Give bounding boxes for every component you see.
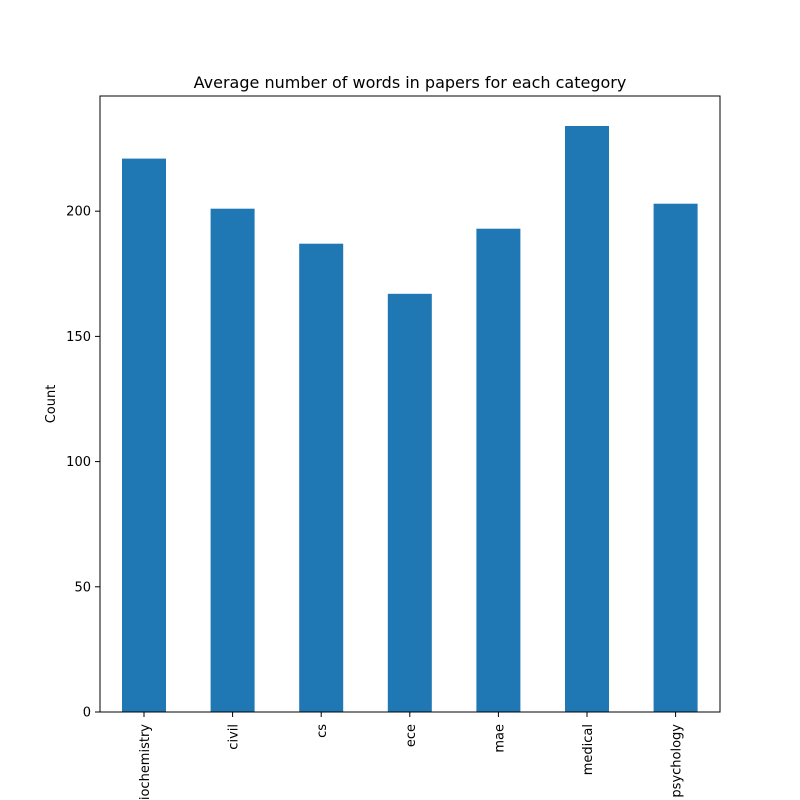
bar-mae bbox=[476, 228, 521, 712]
x-tick-label-medical: medical bbox=[581, 724, 596, 775]
bar-biochemistry bbox=[122, 158, 166, 713]
x-axis-ticks: biochemistry civil cs ece mae medical psycholo… bbox=[138, 712, 685, 800]
bar-psychology bbox=[653, 203, 698, 712]
x-tick-label-civil: civil bbox=[227, 724, 242, 750]
y-axis-label: Count bbox=[44, 385, 59, 424]
bar-cs bbox=[299, 243, 344, 712]
y-axis-ticks: 0 50 100 150 200 bbox=[66, 205, 100, 721]
bars-group bbox=[122, 126, 698, 713]
x-tick-label-mae: mae bbox=[492, 724, 507, 753]
y-tick-label-150: 150 bbox=[66, 330, 91, 345]
y-tick-label-200: 200 bbox=[66, 205, 91, 220]
bar-civil bbox=[210, 208, 255, 712]
y-tick-label-100: 100 bbox=[66, 455, 91, 470]
bar-medical bbox=[565, 126, 609, 712]
x-tick-label-ece: ece bbox=[404, 724, 419, 747]
chart-title: Average number of words in papers for ea… bbox=[194, 73, 627, 92]
plot-area-frame bbox=[99, 95, 721, 713]
bar-ece bbox=[387, 293, 432, 712]
y-tick-label-50: 50 bbox=[74, 580, 91, 595]
x-tick-label-cs: cs bbox=[315, 724, 330, 738]
y-tick-label-0: 0 bbox=[83, 706, 91, 721]
x-tick-label-biochemistry: biochemistry bbox=[138, 724, 153, 800]
x-tick-label-psychology: psychology bbox=[670, 724, 685, 798]
